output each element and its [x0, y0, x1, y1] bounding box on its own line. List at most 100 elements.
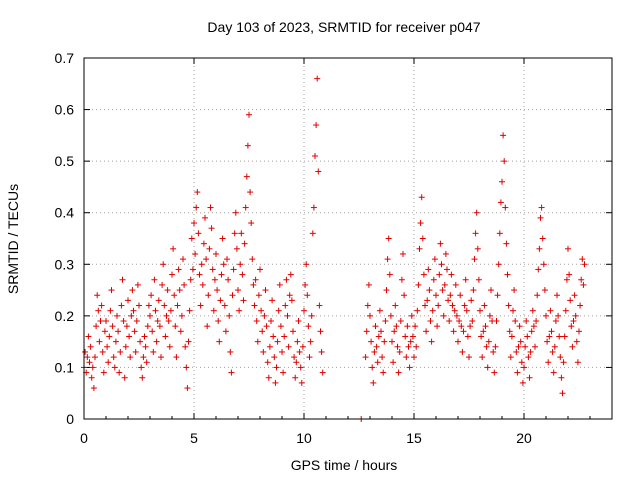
data-point [507, 354, 514, 361]
data-point [87, 343, 94, 350]
data-point [400, 250, 406, 257]
y-tick-label: 0.7 [55, 50, 75, 66]
data-point [310, 204, 317, 211]
data-point [391, 328, 398, 335]
data-point [517, 338, 524, 345]
data-point [523, 318, 530, 325]
data-point [374, 359, 381, 366]
data-point [528, 328, 535, 335]
data-point [371, 348, 378, 355]
data-point [413, 343, 420, 350]
data-point [484, 364, 491, 371]
plot-frame [83, 57, 613, 420]
data-point [228, 369, 235, 376]
data-point [451, 307, 458, 314]
data-point [227, 348, 234, 355]
data-point [573, 338, 580, 345]
data-point [309, 230, 316, 237]
data-point [148, 292, 155, 299]
data-point [455, 338, 461, 345]
data-point [365, 281, 372, 288]
data-point [187, 276, 194, 283]
data-point [450, 328, 457, 335]
data-point [401, 292, 408, 299]
data-point [561, 333, 568, 340]
data-point [82, 348, 89, 355]
data-point [544, 338, 551, 345]
data-point [147, 312, 153, 319]
data-point [576, 328, 582, 335]
data-point [101, 328, 108, 335]
data-point [95, 307, 102, 314]
data-point [132, 348, 139, 355]
data-point [217, 297, 224, 304]
data-point [574, 359, 581, 366]
data-point [260, 348, 267, 355]
data-point [570, 318, 577, 325]
data-point [503, 240, 510, 247]
data-point [447, 292, 454, 299]
data-point [569, 343, 576, 350]
data-point [308, 312, 315, 319]
data-point [171, 292, 178, 299]
data-point [519, 379, 526, 386]
data-point [411, 354, 417, 361]
data-point [145, 302, 152, 309]
data-point [100, 369, 107, 376]
data-point [127, 354, 134, 361]
data-point [304, 292, 311, 299]
data-point [481, 302, 488, 309]
data-point [402, 333, 409, 340]
data-point [175, 266, 182, 273]
data-point [367, 312, 373, 319]
data-point [453, 312, 460, 319]
data-point [384, 256, 391, 263]
data-point [390, 359, 397, 366]
data-point [305, 323, 312, 330]
data-point [496, 230, 503, 237]
data-point [313, 122, 320, 129]
data-point [435, 302, 442, 309]
data-point [240, 297, 247, 304]
data-point [437, 240, 444, 247]
y-tick-label: 0.6 [55, 102, 75, 118]
data-point [379, 354, 386, 361]
data-point [550, 369, 557, 376]
data-point [271, 354, 278, 361]
x-tick-label: 10 [296, 430, 312, 446]
data-point [387, 312, 394, 319]
data-point [128, 312, 135, 319]
data-point [462, 276, 469, 283]
data-point [368, 338, 375, 345]
data-point [211, 276, 218, 283]
data-point [235, 287, 241, 294]
data-point [120, 318, 127, 325]
data-point [547, 307, 554, 314]
data-point [389, 338, 395, 345]
data-point [398, 276, 405, 283]
data-point [314, 75, 321, 82]
data-point [192, 250, 199, 257]
data-point [478, 333, 485, 340]
data-point [373, 343, 380, 350]
data-point [189, 266, 196, 273]
data-point [268, 318, 274, 325]
data-point [446, 318, 453, 325]
data-point [257, 266, 263, 273]
data-point [578, 276, 585, 283]
data-point [144, 323, 151, 330]
data-point [161, 302, 168, 309]
data-point [242, 204, 249, 211]
x-tick-label: 20 [516, 430, 532, 446]
data-point [581, 261, 588, 268]
data-point [285, 343, 292, 350]
data-point [534, 292, 541, 299]
data-point [499, 178, 505, 185]
x-tick-label: 15 [406, 430, 422, 446]
data-point [186, 307, 193, 314]
y-axis-title: SRMTID / TECUs [5, 184, 21, 294]
data-point [572, 312, 579, 319]
data-point [568, 323, 575, 330]
data-point [236, 307, 243, 314]
data-point [176, 287, 183, 294]
